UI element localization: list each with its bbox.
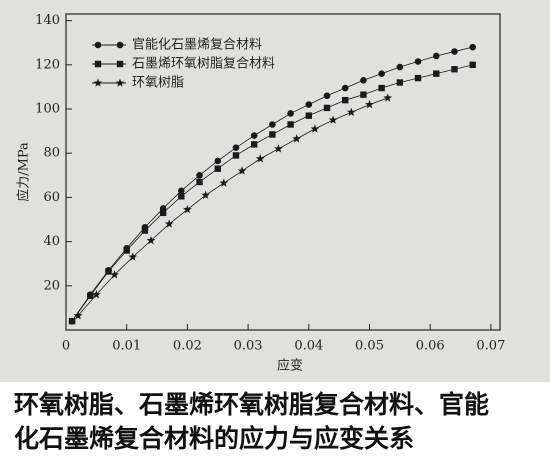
x-tick-label: 0.07 [476,339,505,354]
point [341,84,349,92]
y-axis-title: 应力/MPa [16,142,32,202]
point [250,132,258,139]
point [178,187,185,195]
point [310,124,320,133]
point [219,178,229,187]
point [141,227,149,234]
x-axis-title: 应变 [277,358,303,374]
point [469,43,476,51]
y-tick-label: 120 [35,57,60,72]
point [232,152,240,159]
legend-marker [94,41,102,49]
point [274,144,283,153]
legend-label: 环氧树脂 [132,76,184,91]
point [128,252,138,261]
point [269,131,276,138]
x-tick-label: 0.05 [355,339,384,354]
point [146,235,156,245]
point [383,93,393,102]
point [360,91,367,98]
point [414,58,422,65]
point [159,209,167,217]
point [164,219,174,228]
point [360,76,367,84]
point [232,144,240,151]
point [414,74,422,82]
point [73,311,83,320]
point [451,66,458,73]
point [68,317,76,325]
point [91,290,101,299]
point [378,84,385,92]
x-tick-label: 0.04 [294,339,323,354]
point [196,178,203,186]
point [469,61,476,69]
point [287,121,294,128]
point [178,193,185,200]
y-tick-label: 100 [35,102,60,117]
legend-marker [94,60,102,68]
legend-marker [93,78,103,87]
point [201,190,210,199]
point [451,48,458,55]
y-tick-label: 40 [43,234,60,249]
chart-background [0,0,550,382]
point [378,70,385,77]
point [250,141,258,148]
point [292,134,302,143]
point [183,204,192,214]
point [323,92,331,100]
x-tick-label: 0.02 [173,339,202,354]
point [305,101,313,108]
point [323,104,331,112]
x-tick-label: 0.06 [416,339,445,354]
caption: 环氧树脂、石墨烯环氧树脂复合材料、官能化石墨烯复合材料的应力与应变关系 [14,390,490,453]
point [269,121,276,128]
x-tick-label: 0.01 [112,339,141,354]
point [305,112,312,119]
x-tick-label: 0 [62,339,70,354]
point [87,292,94,299]
point [123,247,130,254]
point [396,79,404,86]
y-tick-label: 140 [35,13,60,28]
point [346,107,356,117]
chart: 应变 应力/MPa 0 0.01 0.02 0.03 0.04 0.05 0.06 0.07 2… [0,0,550,382]
y-tick-label: 60 [43,190,60,205]
point [237,166,247,175]
point [432,52,440,60]
point [214,157,222,165]
plot-frame [65,13,501,331]
point [214,165,221,172]
point [328,115,338,124]
legend-marker [116,41,124,49]
point [287,110,294,117]
point [433,70,440,77]
legend-marker [116,60,124,68]
legend-label: 石墨烯环氧树脂复合材料 [132,57,275,72]
y-tick-label: 80 [43,146,60,161]
point [196,172,203,179]
point [396,63,404,71]
point [110,270,119,279]
point [105,268,112,275]
point [255,154,265,163]
legend-label: 官能化石墨烯复合材料 [132,37,262,53]
y-tick-label: 20 [43,278,60,293]
x-tick-label: 0.03 [234,339,263,354]
legend-marker [115,78,125,87]
point [342,96,349,104]
point [365,100,374,109]
